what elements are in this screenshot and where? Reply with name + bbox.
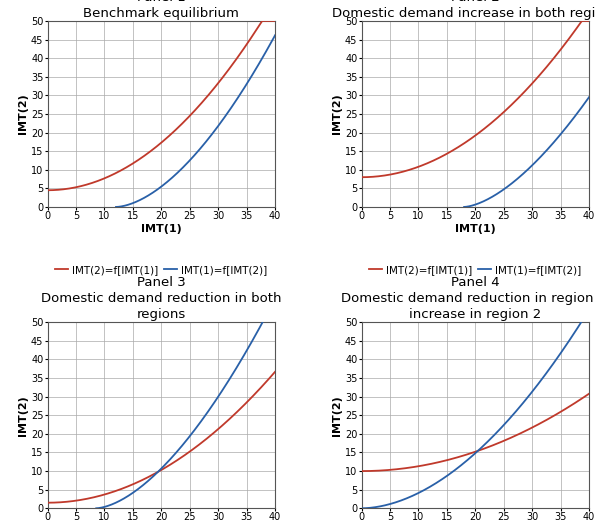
X-axis label: IMT(1): IMT(1): [455, 224, 496, 234]
Y-axis label: IMT(2): IMT(2): [18, 395, 28, 435]
X-axis label: IMT(1): IMT(1): [141, 224, 181, 234]
Title: Panel 3
Domestic demand reduction in both
regions: Panel 3 Domestic demand reduction in bot…: [41, 276, 281, 321]
Title: Panel 1
Benchmark equilibrium: Panel 1 Benchmark equilibrium: [83, 0, 239, 20]
Y-axis label: IMT(2): IMT(2): [332, 94, 342, 134]
Title: Panel 4
Domestic demand reduction in region 1,
increase in region 2: Panel 4 Domestic demand reduction in reg…: [340, 276, 595, 321]
Title: Panel 2
Domestic demand increase in both regions: Panel 2 Domestic demand increase in both…: [332, 0, 595, 20]
Legend: IMT(2)=f[IMT(1)], IMT(1)=f[IMT(2)]: IMT(2)=f[IMT(1)], IMT(1)=f[IMT(2)]: [51, 260, 271, 279]
Y-axis label: IMT(2): IMT(2): [18, 94, 28, 134]
Legend: IMT(2)=f[IMT(1)], IMT(1)=f[IMT(2)]: IMT(2)=f[IMT(1)], IMT(1)=f[IMT(2)]: [365, 260, 585, 279]
Y-axis label: IMT(2): IMT(2): [332, 395, 342, 435]
